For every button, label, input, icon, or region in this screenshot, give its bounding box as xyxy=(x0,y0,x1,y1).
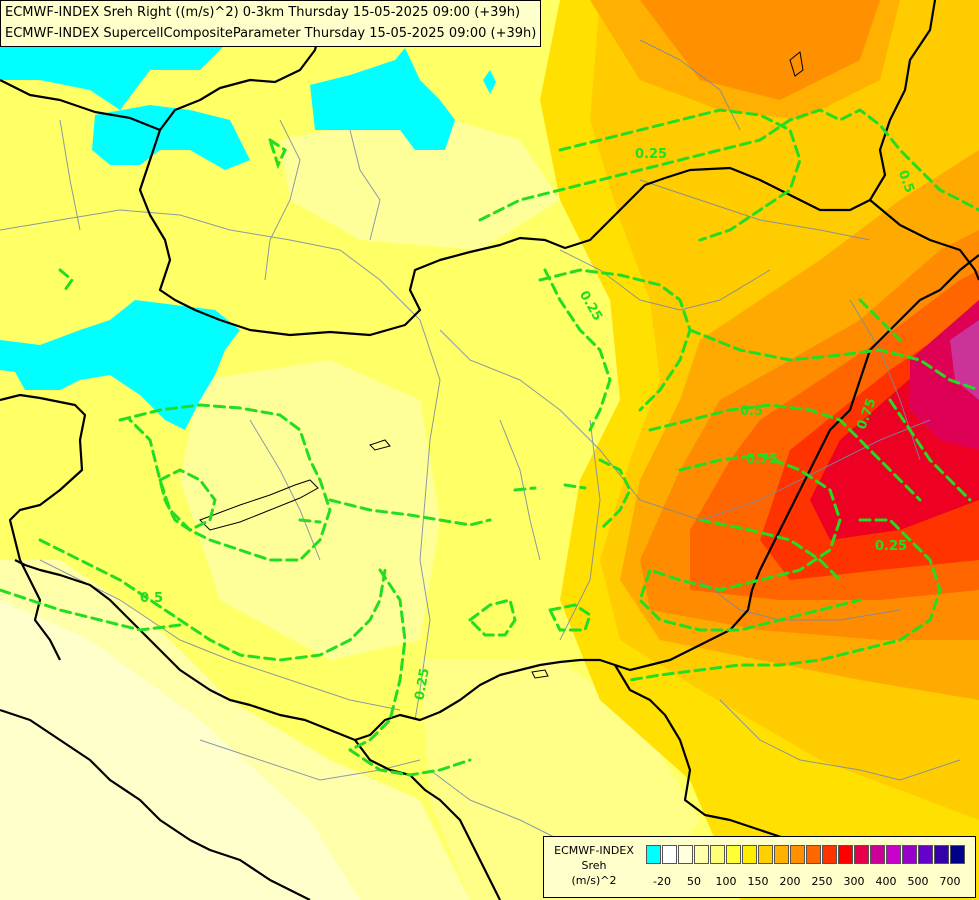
legend-swatch xyxy=(774,845,789,864)
legend-tick-label: 250 xyxy=(811,875,833,888)
magenta-core xyxy=(950,320,979,400)
legend-tick-label: 400 xyxy=(875,875,897,888)
legend-swatch xyxy=(838,845,853,864)
legend-swatch xyxy=(678,845,693,864)
legend-swatch xyxy=(662,845,677,864)
legend-title-line-3: (m/s)^2 xyxy=(571,874,617,887)
map-title-box: ECMWF-INDEX Sreh Right ((m/s)^2) 0-3km T… xyxy=(0,0,542,47)
cyan-area-west xyxy=(0,300,240,430)
pale-area-center xyxy=(180,360,440,660)
color-legend: ECMWF-INDEX Sreh (m/s)^2 -20 50 100 150 200 2… xyxy=(543,836,976,898)
contour-labels: 0.25 0.5 0.25 0.5 0.5 0.75 0.75 0.25 0.2… xyxy=(140,147,917,701)
legend-tick-label: 700 xyxy=(939,875,961,888)
contour-label: 0.5 xyxy=(140,591,163,606)
pale-area-west xyxy=(0,600,360,900)
legend-swatch xyxy=(806,845,821,864)
legend-swatch xyxy=(950,845,965,864)
contour-label: 0.75 xyxy=(746,452,778,467)
legend-title-line-1: ECMWF-INDEX xyxy=(554,844,634,857)
lakes xyxy=(199,51,804,679)
map-title-line-2: ECMWF-INDEX SupercellCompositeParameter … xyxy=(5,26,537,41)
legend-swatch xyxy=(854,845,869,864)
legend-swatch xyxy=(742,845,757,864)
contour-label: 0.5 xyxy=(895,168,917,195)
legend-tick-label: 200 xyxy=(779,875,801,888)
contour-label: 0.5 xyxy=(740,404,763,419)
cyan-area-north-right xyxy=(310,48,455,150)
legend-tick-label: 150 xyxy=(747,875,769,888)
legend-swatch xyxy=(710,845,725,864)
legend-title-line-2: Sreh xyxy=(581,859,607,872)
legend-tick-label: 500 xyxy=(907,875,929,888)
legend-swatch xyxy=(646,845,661,864)
legend-swatch xyxy=(886,845,901,864)
legend-title: ECMWF-INDEX Sreh (m/s)^2 xyxy=(544,843,644,888)
scp-contours xyxy=(0,108,979,777)
legend-swatch xyxy=(822,845,837,864)
contour-label: 0.25 xyxy=(875,539,907,554)
cyan-area-north-left xyxy=(92,105,250,170)
legend-swatch xyxy=(726,845,741,864)
contour-label: 0.25 xyxy=(412,667,432,701)
legend-swatch xyxy=(902,845,917,864)
legend-tick-label: -20 xyxy=(653,875,671,888)
map-title-line-1: ECMWF-INDEX Sreh Right ((m/s)^2) 0-3km T… xyxy=(5,5,521,20)
legend-swatch xyxy=(790,845,805,864)
legend-swatch xyxy=(934,845,949,864)
legend-tick-label: 50 xyxy=(687,875,701,888)
legend-swatch xyxy=(870,845,885,864)
legend-swatch xyxy=(758,845,773,864)
legend-tick-label: 300 xyxy=(843,875,865,888)
contour-label: 0.25 xyxy=(635,147,667,162)
legend-tick-label: 100 xyxy=(715,875,737,888)
cyan-area-north-dot xyxy=(483,70,496,94)
legend-swatch xyxy=(694,845,709,864)
legend-swatch xyxy=(918,845,933,864)
